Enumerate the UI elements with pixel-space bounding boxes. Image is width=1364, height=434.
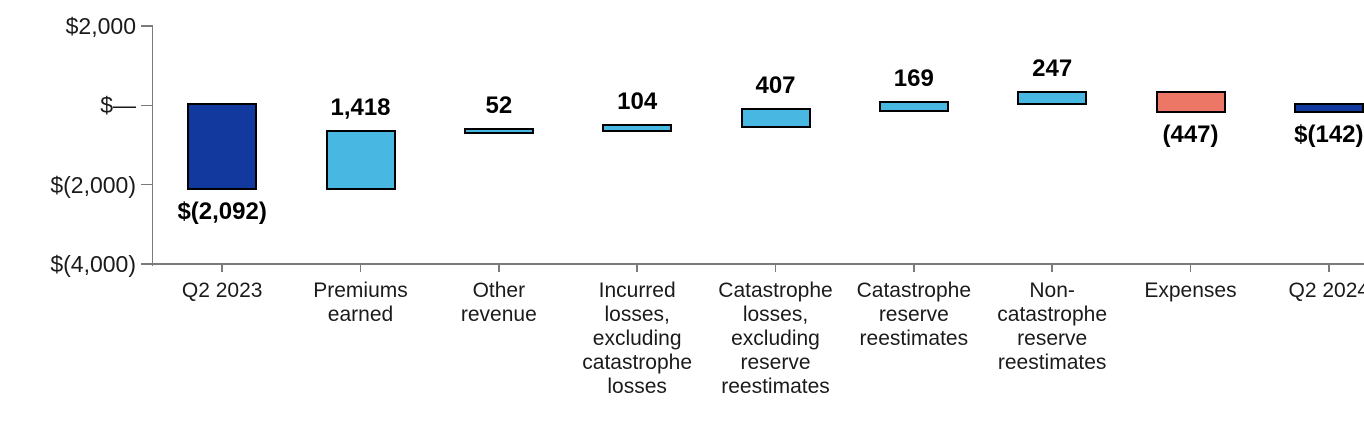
category-label-other-revenue: Other revenue [460, 279, 537, 326]
category-label-catastrophe-losses-excluding-reserve-ree: Catastrophe losses, excluding reserve re… [718, 279, 833, 398]
x-axis-tick-q2-2023 [221, 264, 223, 272]
category-label-catastrophe-reserve-reestimates: Catastrophe reserve reestimates [856, 279, 972, 350]
y-axis-line [151, 24, 153, 266]
waterfall-bar-premiums-earned [325, 130, 396, 191]
category-label-non-catastrophe-reserve-reestimates: Non-catastrophe reserve reestimates [997, 279, 1108, 374]
x-axis-tick-incurred-losses-excluding-catastrophe-lo [636, 264, 638, 272]
waterfall-bar-other-revenue [463, 128, 534, 135]
y-axis-tick [141, 104, 153, 107]
y-axis-tick [141, 25, 153, 27]
y-axis-tick-label: $— [100, 92, 136, 119]
x-axis-tick-catastrophe-reserve-reestimates [913, 264, 915, 272]
x-axis-tick-other-revenue [498, 264, 500, 272]
waterfall-bar-q2-2023 [187, 103, 258, 191]
category-label-incurred-losses-excluding-catastrophe-lo: Incurred losses, excluding catastrophe l… [582, 279, 693, 398]
waterfall-bar-incurred-losses-excluding-catastrophe-lo [602, 123, 673, 132]
y-axis-tick-label: $2,000 [65, 13, 136, 39]
value-label-premiums-earned: 1,418 [330, 94, 391, 122]
category-label-q2-2024: Q2 2024 [1288, 279, 1364, 302]
x-axis-tick-expenses [1189, 264, 1192, 272]
x-axis-tick-q2-2024 [1328, 264, 1330, 272]
category-label-premiums-earned: Premiums earned [313, 279, 408, 326]
value-label-q2-2023: $(2,092) [177, 198, 267, 226]
x-axis-tick-non-catastrophe-reserve-reestimates [1051, 264, 1053, 272]
x-axis-tick-premiums-earned [359, 264, 362, 272]
category-label-q2-2023: Q2 2023 [181, 279, 263, 302]
category-label-expenses: Expenses [1144, 279, 1237, 302]
value-label-catastrophe-losses-excluding-reserve-ree: 407 [755, 71, 796, 99]
value-label-incurred-losses-excluding-catastrophe-lo: 104 [617, 87, 658, 115]
waterfall-bar-non-catastrophe-reserve-reestimates [1017, 91, 1088, 106]
y-axis-tick-label: $(4,000) [50, 251, 136, 277]
waterfall-bar-expenses [1155, 91, 1226, 113]
waterfall-bar-catastrophe-reserve-reestimates [878, 101, 949, 112]
value-label-other-revenue: 52 [485, 92, 513, 119]
y-axis-tick-label: $(2,000) [50, 171, 136, 198]
value-label-non-catastrophe-reserve-reestimates: 247 [1032, 55, 1073, 83]
y-axis-tick [141, 263, 153, 265]
value-label-expenses: (447) [1162, 120, 1219, 148]
y-axis-tick [141, 183, 153, 186]
waterfall-bar-q2-2024 [1293, 103, 1364, 113]
value-label-q2-2024: $(142) [1294, 120, 1364, 148]
value-label-catastrophe-reserve-reestimates: 169 [893, 65, 934, 93]
waterfall-chart: $2,000 $— $(2,000) $(4,000) $(2,092) Q2 2023 1… [40, 13, 1364, 418]
x-axis-tick-catastrophe-losses-excluding-reserve-ree [774, 264, 777, 272]
x-axis-line [141, 263, 1364, 265]
waterfall-bar-catastrophe-losses-excluding-reserve-ree [740, 107, 811, 128]
